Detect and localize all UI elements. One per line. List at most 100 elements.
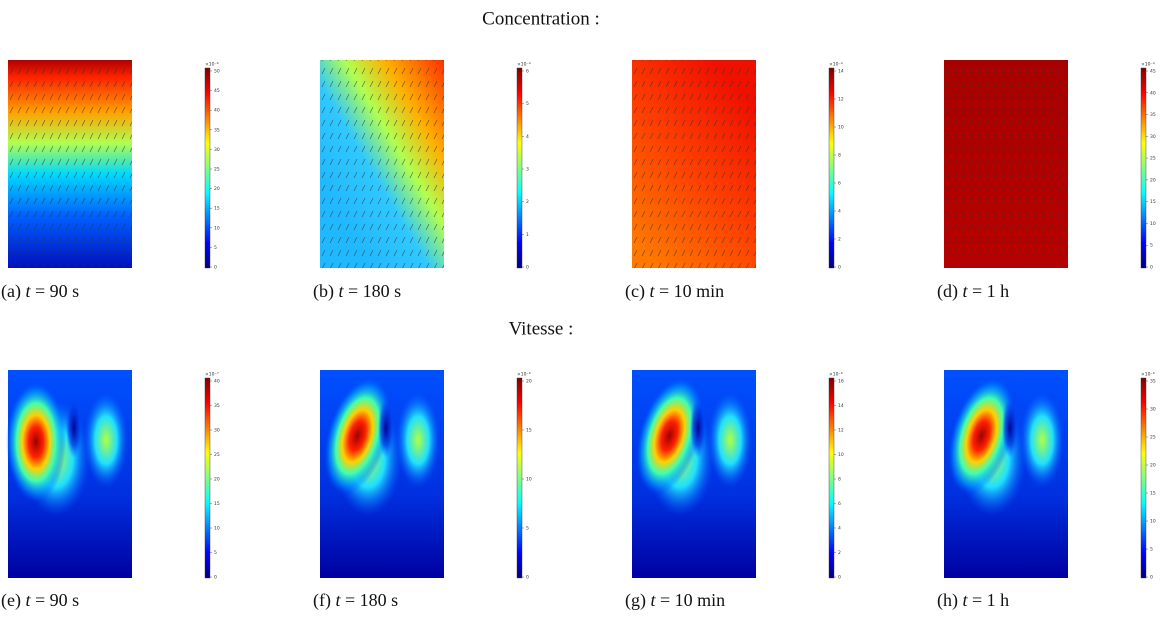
caption-label: (g) [625,590,646,611]
panel: ×10⁻⁶ 0 5 10 15 20 (f) t = 180 s [313,370,532,611]
colorbar-tick-label: 5 [526,101,529,107]
caption: (a) t = 90 s [1,281,79,302]
colorbar-tick-label: 14 [838,403,844,409]
caption-label: (e) [1,590,21,611]
velocity-low [690,398,706,458]
colorbar-tick-label: 0 [838,575,841,581]
colorbar-tick-label: 2 [838,550,841,556]
caption-value: = 1 h [972,590,1009,610]
caption-value: = 1 h [972,281,1009,301]
colorbar-tick-label: 45 [214,88,220,94]
caption-label: (f) [313,590,331,611]
colorbar [516,67,523,269]
velocity-core [324,377,391,495]
caption-value: = 10 min [660,590,725,610]
caption-value: = 10 min [659,281,724,301]
panel: ×10⁻⁶ 0 2 4 6 8 10 12 14 16 (g) t = 10 min [625,370,844,611]
colorbar-tick-label: 12 [838,428,844,434]
colorbar-tick-label: 14 [838,69,844,75]
caption-variable: t [963,590,969,610]
panel: ×10⁻⁶ 0 5 10 15 20 25 30 35 40 45 50 (a) t = 90 s [1,60,220,302]
caption-value: = 90 s [35,281,79,301]
velocity-hotspot [1020,392,1064,488]
caption-value: = 90 s [35,590,79,610]
colorbar-tick-label: 10 [838,452,844,458]
colorbar-exponent: ×10⁻⁴ [517,62,531,68]
velocity-low [1002,398,1018,458]
panel: ×10⁻⁶ 0 5 10 15 20 25 30 35 (h) t = 1 h [937,370,1156,611]
caption: (b) t = 180 s [313,281,401,302]
colorbar-exponent: ×10⁻⁴ [829,62,843,68]
caption-variable: t [649,281,655,301]
colorbar-exponent: ×10⁻⁴ [1141,62,1155,68]
caption-label: (h) [937,590,958,611]
colorbar-tick-label: 4 [838,209,841,215]
colorbar-tick-label: 15 [1150,199,1156,205]
velocity-low [66,398,82,458]
colorbar [828,67,835,269]
colorbar-tick-label: 20 [1150,177,1156,183]
colorbar-tick-label: 8 [838,153,841,159]
colorbar-tick-label: 30 [1150,134,1156,140]
colorbar-tick-label: 6 [838,501,841,507]
colorbar-tick-label: 35 [1150,379,1156,385]
colorbar-tick-label: 30 [214,428,220,434]
caption-label: (d) [937,281,958,302]
colorbar-exponent: ×10⁻⁷ [205,372,219,378]
panel: ×10⁻⁴ 0 5 10 15 20 25 30 35 40 45 (d) t = 1 h [937,60,1156,302]
velocity-arrows [944,60,1068,268]
colorbar-exponent: ×10⁻⁶ [1141,372,1155,378]
colorbar-tick-label: 35 [214,127,220,133]
caption-label: (c) [625,281,645,302]
velocity-arrows [8,60,132,268]
colorbar-tick-label: 4 [526,134,529,140]
colorbar-tick-label: 12 [838,97,844,103]
caption: (f) t = 180 s [313,590,398,611]
colorbar-tick-label: 15 [214,501,220,507]
colorbar-tick-label: 10 [1150,221,1156,227]
caption-variable: t [25,590,31,610]
colorbar-tick-label: 20 [526,379,532,385]
colorbar-tick-label: 10 [838,125,844,131]
colorbar-tick-label: 6 [838,181,841,187]
colorbar-tick-label: 10 [214,526,220,532]
colorbar-tick-label: 25 [1150,156,1156,162]
caption-label: (a) [1,281,21,302]
caption: (c) t = 10 min [625,281,724,302]
colorbar-tick-label: 10 [1150,519,1156,525]
colorbar-tick-label: 25 [214,167,220,173]
caption-variable: t [335,590,341,610]
colorbar-tick-label: 35 [1150,112,1156,118]
colorbar-tick-label: 0 [214,575,217,581]
colorbar-tick-label: 2 [838,237,841,243]
velocity-core [636,377,703,495]
colorbar-tick-label: 20 [214,477,220,483]
velocity-core [6,382,66,502]
colorbar-tick-label: 0 [214,265,217,271]
colorbar-tick-label: 5 [1150,547,1153,553]
velocity-low [378,398,394,458]
caption-variable: t [963,281,969,301]
colorbar-tick-label: 15 [526,428,532,434]
colorbar-tick-label: 20 [1150,463,1156,469]
colorbar-tick-label: 0 [838,265,841,271]
colorbar-tick-label: 30 [214,147,220,153]
colorbar-tick-label: 25 [214,452,220,458]
colorbar [1140,67,1147,269]
panel: ×10⁻⁷ 0 5 10 15 20 25 30 35 40 (e) t = 90 s [1,370,220,611]
caption-variable: t [25,281,31,301]
colorbar-tick-label: 20 [214,186,220,192]
velocity-arrows [632,60,756,268]
colorbar-tick-label: 5 [1150,243,1153,249]
colorbar-exponent: ×10⁻⁶ [517,372,531,378]
caption: (h) t = 1 h [937,590,1009,611]
colorbar-tick-label: 15 [1150,491,1156,497]
caption-label: (b) [313,281,334,302]
colorbar-tick-label: 16 [838,379,844,385]
colorbar-tick-label: 8 [838,477,841,483]
velocity-arrows [320,60,444,268]
colorbar-tick-label: 1 [526,232,529,238]
caption: (g) t = 10 min [625,590,725,611]
colorbar-tick-label: 2 [526,199,529,205]
